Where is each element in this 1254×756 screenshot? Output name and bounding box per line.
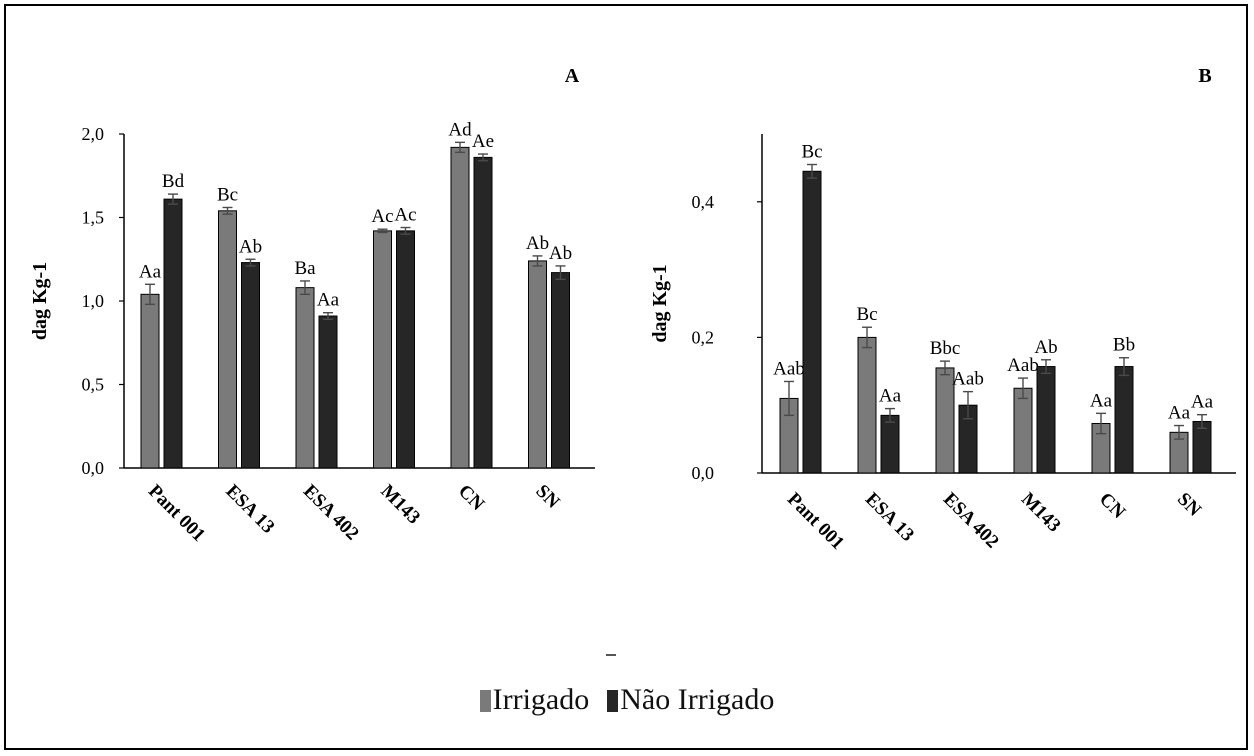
category-label-a: CN bbox=[454, 481, 488, 515]
data-label-a: Ad bbox=[448, 119, 472, 140]
data-label-b: Bc bbox=[801, 142, 822, 163]
category-label-a: Pant 001 bbox=[144, 481, 209, 546]
y-tick-label-a: 0,0 bbox=[82, 458, 105, 478]
data-label-b: Aab bbox=[952, 369, 984, 390]
bar-b-nao-irrigado bbox=[880, 414, 900, 474]
data-label-b: Bbc bbox=[930, 338, 961, 359]
bar-a-nao-irrigado bbox=[318, 315, 338, 469]
legend-label-irrigado: Irrigado bbox=[492, 683, 590, 716]
y-tick-label-b: 0,2 bbox=[692, 327, 715, 347]
bar-b-nao-irrigado bbox=[802, 170, 822, 474]
bar-a-nao-irrigado bbox=[473, 156, 493, 469]
category-label-a: ESA 402 bbox=[299, 481, 363, 545]
y-tick-label-a: 0,5 bbox=[82, 375, 105, 395]
bar-a-nao-irrigado bbox=[396, 230, 415, 469]
category-label-b: Pant 001 bbox=[783, 489, 848, 554]
stray-mark bbox=[606, 654, 616, 656]
data-label-b: Aa bbox=[879, 386, 902, 407]
y-tick-label-b: 0,4 bbox=[692, 192, 715, 212]
legend: Irrigado Não Irrigado bbox=[0, 680, 1254, 720]
bar-b-irrigado bbox=[1013, 387, 1033, 474]
legend-swatch-nao-irrigado bbox=[607, 690, 619, 712]
data-label-b: Bc bbox=[856, 304, 877, 325]
bar-b-nao-irrigado bbox=[1192, 420, 1212, 474]
data-label-a: Aa bbox=[317, 290, 340, 311]
category-label-a: ESA 13 bbox=[221, 481, 278, 538]
data-label-a: Ac bbox=[371, 206, 393, 227]
panel-label-a: A bbox=[565, 65, 580, 87]
category-label-a: M143 bbox=[376, 481, 424, 529]
category-label-a: SN bbox=[531, 481, 563, 513]
y-axis-label-a: dag Kg-1 bbox=[29, 262, 51, 340]
y-tick-label-b: 0,0 bbox=[692, 463, 715, 483]
bar-a-irrigado bbox=[295, 287, 315, 469]
legend-label-nao-irrigado: Não Irrigado bbox=[620, 683, 775, 716]
y-axis-label-b: dag Kg-1 bbox=[649, 264, 671, 342]
legend-swatch-irrigado bbox=[479, 690, 491, 712]
data-label-b: Aab bbox=[773, 358, 805, 379]
bar-a-irrigado bbox=[218, 210, 237, 469]
bar-b-irrigado bbox=[857, 336, 877, 474]
data-label-b: Aa bbox=[1191, 392, 1214, 413]
category-label-b: M143 bbox=[1017, 489, 1065, 537]
bar-a-nao-irrigado bbox=[241, 262, 260, 469]
legend-item-nao-irrigado: Não Irrigado bbox=[607, 683, 774, 717]
data-label-a: Ab bbox=[239, 236, 262, 257]
bar-b-nao-irrigado bbox=[1036, 366, 1056, 474]
data-label-b: Ab bbox=[1034, 337, 1057, 358]
data-label-a: Bd bbox=[162, 171, 185, 192]
y-tick-label-a: 2,0 bbox=[82, 124, 105, 144]
data-label-a: Aa bbox=[139, 261, 162, 282]
bar-a-irrigado bbox=[528, 260, 547, 469]
category-label-b: ESA 13 bbox=[861, 489, 918, 546]
data-label-b: Aab bbox=[1007, 355, 1039, 376]
category-label-b: ESA 402 bbox=[939, 489, 1003, 553]
data-label-a: Ab bbox=[549, 243, 572, 264]
panel-label-b: B bbox=[1198, 65, 1211, 87]
data-label-a: Ae bbox=[472, 131, 494, 152]
data-label-a: Ba bbox=[294, 258, 316, 279]
data-label-a: Ac bbox=[394, 205, 416, 226]
y-tick-label-a: 1,0 bbox=[82, 291, 105, 311]
category-label-b: SN bbox=[1173, 489, 1205, 521]
data-label-b: Bb bbox=[1113, 335, 1135, 356]
bar-a-irrigado bbox=[450, 146, 470, 469]
data-label-a: Bc bbox=[217, 184, 238, 205]
bar-a-irrigado bbox=[373, 230, 392, 469]
legend-item-irrigado: Irrigado bbox=[479, 683, 590, 717]
data-label-a: Ab bbox=[526, 233, 549, 254]
data-label-b: Aa bbox=[1168, 403, 1191, 424]
category-label-b: CN bbox=[1095, 489, 1129, 523]
y-tick-label-a: 1,5 bbox=[82, 208, 105, 228]
bar-a-nao-irrigado bbox=[163, 198, 183, 469]
data-label-b: Aa bbox=[1090, 390, 1113, 411]
bar-b-nao-irrigado bbox=[1114, 366, 1134, 474]
bar-a-nao-irrigado bbox=[551, 272, 570, 469]
bar-a-irrigado bbox=[140, 293, 160, 469]
